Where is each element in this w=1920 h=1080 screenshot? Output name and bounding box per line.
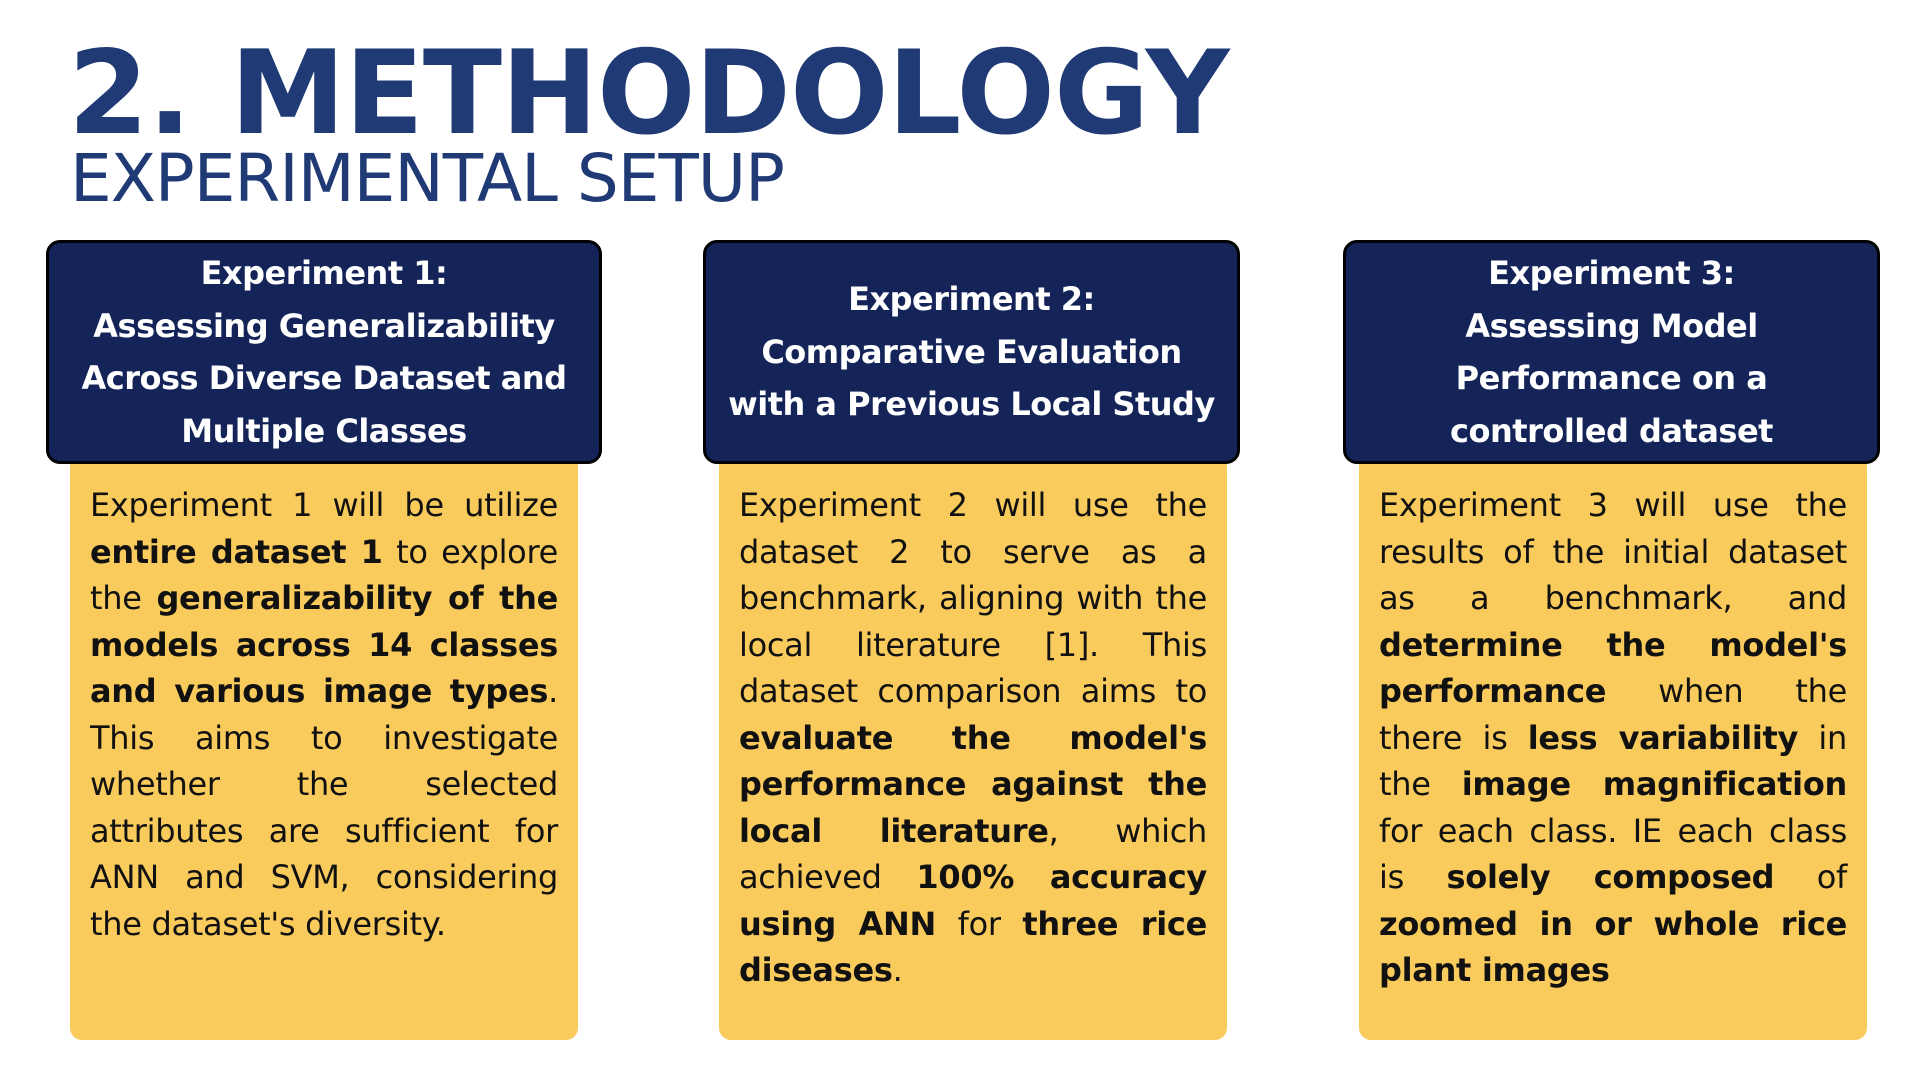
experiment-description-box: Experiment 2 will use the dataset 2 to s… (719, 454, 1227, 1040)
body-text: , which achieved (739, 811, 1208, 897)
emphasis-text: image magnification (1461, 765, 1848, 803)
body-text: for each class. IE each class is (1379, 811, 1847, 897)
emphasis-text: entire dataset 1 (90, 532, 383, 571)
body-text: Experiment 3 will use the results of the… (1379, 486, 1847, 617)
body-text: in the (1379, 718, 1847, 804)
experiment-description: Experiment 3 will use the results of the… (1379, 482, 1847, 994)
emphasis-text: 100% accuracy using ANN (739, 858, 1207, 943)
experiment-header: Experiment 1: Assessing Generalizability… (46, 240, 602, 464)
body-text: Experiment 1 will be utilize (90, 486, 558, 524)
emphasis-text: zoomed in or whole rice plant images (1379, 904, 1847, 990)
body-text: . This aims to investigate whether the s… (90, 672, 558, 943)
body-text: for (936, 904, 1023, 943)
experiment-card-2: Experiment 2: Comparative Evaluation wit… (703, 240, 1240, 1040)
page-title: 2. METHODOLOGY (68, 26, 1230, 161)
body-text: . (892, 951, 903, 989)
emphasis-text: generalizability of the models across 14… (90, 579, 558, 710)
body-text: when the there is (1379, 672, 1847, 757)
body-text: to explore the (90, 532, 559, 618)
experiment-header: Experiment 3: Assessing Model Performanc… (1343, 240, 1880, 464)
experiment-heading: Experiment 1: Assessing Generalizability… (81, 254, 567, 450)
experiment-description-box: Experiment 3 will use the results of the… (1359, 454, 1867, 1040)
body-text: of (1774, 858, 1848, 896)
experiment-heading: Experiment 3: Assessing Model Performanc… (1450, 254, 1773, 450)
emphasis-text: solely composed (1446, 858, 1775, 896)
experiment-card-1: Experiment 1: Assessing Generalizability… (46, 240, 602, 1040)
page-subtitle: EXPERIMENTAL SETUP (70, 140, 785, 217)
experiment-heading: Experiment 2: Comparative Evaluation wit… (728, 280, 1215, 424)
experiment-description: Experiment 2 will use the dataset 2 to s… (739, 482, 1207, 994)
emphasis-text: three rice diseases (739, 904, 1207, 990)
experiment-header: Experiment 2: Comparative Evaluation wit… (703, 240, 1240, 464)
experiment-description-box: Experiment 1 will be utilize entire data… (70, 454, 578, 1040)
experiment-card-3: Experiment 3: Assessing Model Performanc… (1343, 240, 1880, 1040)
body-text: Experiment 2 will use the dataset 2 to s… (739, 486, 1207, 710)
emphasis-text: evaluate the model's performance against… (739, 718, 1207, 850)
experiment-description: Experiment 1 will be utilize entire data… (90, 482, 558, 947)
emphasis-text: determine the model's performance (1379, 625, 1847, 711)
emphasis-text: less variability (1527, 718, 1799, 757)
